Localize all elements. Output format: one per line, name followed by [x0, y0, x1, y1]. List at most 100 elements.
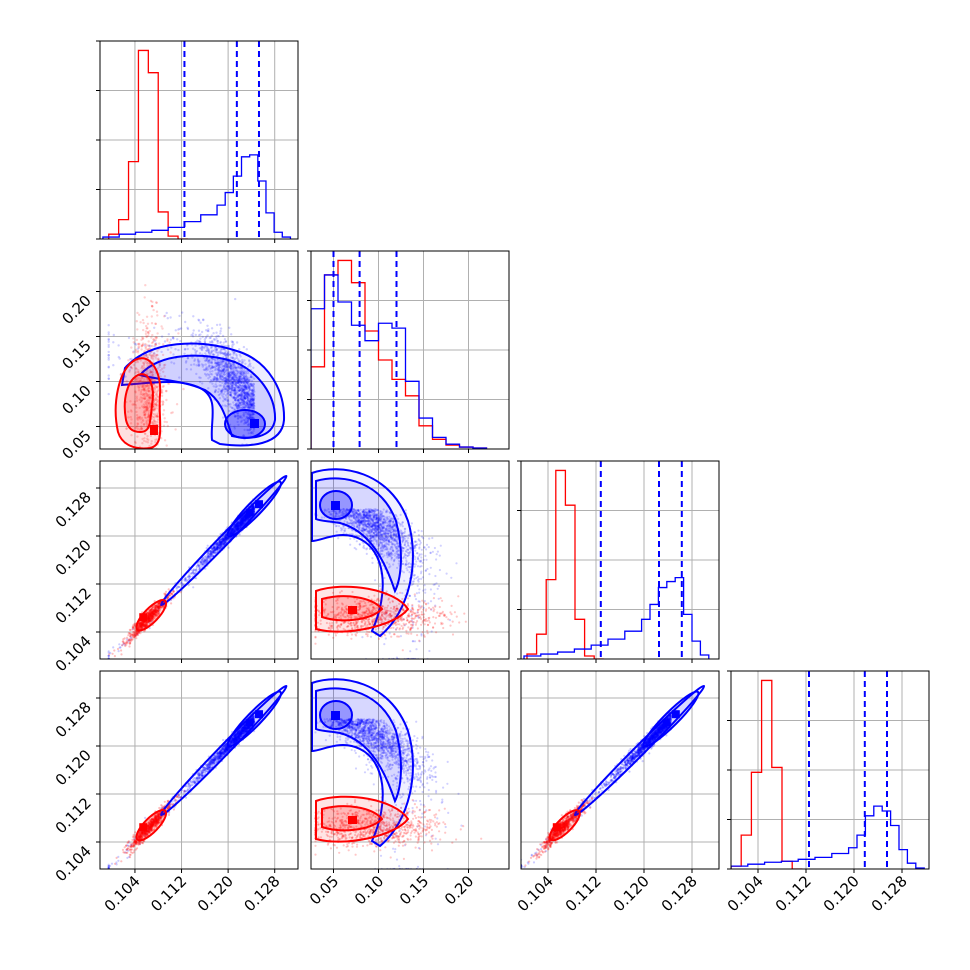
- scatter-point: [244, 384, 247, 387]
- scatter-point: [244, 400, 247, 403]
- scatter-point: [240, 387, 243, 390]
- scatter-point: [240, 419, 243, 422]
- scatter-point: [212, 365, 216, 369]
- scatter-point: [207, 377, 210, 380]
- scatter-point: [248, 397, 252, 401]
- scatter-point: [143, 389, 146, 392]
- scatter-point: [243, 392, 247, 395]
- scatter-point: [239, 414, 242, 418]
- scatter-point: [238, 389, 241, 392]
- scatter-point: [146, 441, 150, 444]
- scatter-point: [235, 405, 238, 409]
- scatter-point: [153, 387, 156, 390]
- scatter-point: [216, 546, 219, 549]
- scatter-point: [237, 386, 240, 389]
- scatter-point: [192, 363, 196, 366]
- scatter-point: [248, 402, 251, 406]
- scatter-point: [150, 336, 153, 339]
- scatter-point: [247, 421, 250, 424]
- scatter-point: [233, 386, 236, 390]
- scatter-point: [207, 348, 210, 352]
- scatter-point: [250, 416, 254, 420]
- scatter-point: [244, 404, 247, 407]
- scatter-point: [243, 397, 246, 400]
- scatter-point: [122, 640, 125, 643]
- scatter-point: [252, 397, 256, 400]
- scatter-point: [248, 394, 251, 398]
- scatter-point: [183, 352, 186, 355]
- scatter-point: [240, 370, 244, 373]
- scatter-point: [240, 404, 243, 407]
- scatter-point: [241, 519, 244, 522]
- scatter-point: [210, 351, 213, 354]
- scatter-point: [150, 355, 153, 358]
- scatter-point: [154, 342, 158, 345]
- scatter-point: [244, 515, 247, 519]
- scatter-point: [143, 397, 146, 401]
- scatter-point: [155, 310, 159, 313]
- scatter-point: [148, 399, 151, 402]
- scatter-point: [206, 345, 209, 349]
- scatter-point: [145, 335, 148, 338]
- scatter-point: [238, 377, 241, 380]
- scatter-point: [242, 406, 246, 410]
- scatter-point: [247, 391, 250, 394]
- scatter-point: [227, 409, 231, 413]
- scatter-point: [236, 366, 239, 369]
- scatter-point: [201, 335, 204, 339]
- scatter-point: [206, 347, 209, 350]
- scatter-point: [216, 341, 219, 345]
- scatter-point: [236, 402, 239, 405]
- scatter-point: [145, 315, 149, 318]
- scatter-point: [231, 383, 234, 386]
- scatter-point: [238, 525, 241, 528]
- scatter-point: [226, 389, 230, 393]
- scatter-point: [220, 388, 223, 391]
- scatter-point: [234, 523, 237, 527]
- scatter-point: [131, 634, 134, 637]
- scatter-point: [163, 340, 167, 343]
- scatter-point: [211, 358, 214, 361]
- scatter-point: [242, 371, 246, 375]
- scatter-point: [218, 364, 221, 367]
- scatter-point: [221, 379, 225, 382]
- scatter-point: [249, 382, 252, 386]
- scatter-point: [231, 532, 234, 535]
- scatter-point: [250, 405, 253, 408]
- panel-3-0: [96, 670, 299, 873]
- scatter-point: [250, 399, 253, 402]
- scatter-point: [229, 387, 232, 390]
- scatter-point: [208, 358, 211, 362]
- scatter-point: [204, 363, 207, 366]
- scatter-point: [128, 370, 131, 373]
- scatter-point: [242, 405, 245, 409]
- scatter-point: [200, 558, 203, 562]
- scatter-point: [245, 385, 248, 388]
- scatter-point: [197, 364, 201, 367]
- scatter-point: [210, 350, 213, 353]
- scatter-point: [238, 377, 241, 380]
- scatter-point: [235, 354, 238, 357]
- scatter-point: [252, 390, 255, 393]
- scatter-point: [216, 362, 219, 365]
- scatter-point: [219, 389, 222, 392]
- scatter-point: [205, 329, 208, 332]
- scatter-point: [186, 347, 189, 351]
- scatter-point: [243, 390, 246, 394]
- scatter-point: [228, 387, 231, 390]
- scatter-point: [240, 523, 243, 526]
- scatter-point: [120, 649, 123, 652]
- scatter-point: [247, 386, 251, 389]
- scatter-point: [237, 399, 240, 402]
- scatter-point: [221, 369, 224, 373]
- scatter-point: [227, 353, 230, 356]
- scatter-point: [245, 516, 248, 520]
- scatter-point: [211, 379, 214, 382]
- scatter-point: [210, 345, 214, 349]
- scatter-point: [241, 401, 245, 404]
- scatter-point: [142, 328, 145, 332]
- scatter-point: [134, 378, 138, 381]
- scatter-point: [217, 543, 220, 546]
- scatter-point: [243, 377, 246, 380]
- scatter-point: [224, 377, 227, 380]
